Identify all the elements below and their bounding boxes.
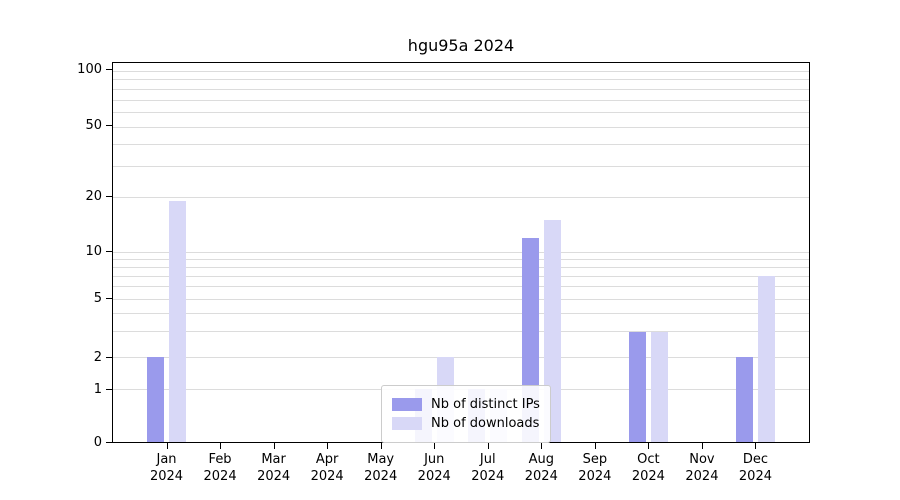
y-tick-mark [106,251,112,253]
bar [650,331,668,442]
gridline [113,143,809,145]
x-tick-mark [380,443,382,449]
x-tick-label: Jan 2024 [135,451,199,485]
x-tick-month: Sep [582,452,608,467]
y-tick-label: 5 [93,290,102,306]
x-tick-mark [327,443,329,449]
gridline [113,286,809,288]
x-tick-label: Dec 2024 [723,451,787,485]
x-tick-year: 2024 [257,469,291,484]
gridline [113,126,809,128]
x-tick-year: 2024 [149,469,184,484]
gridline [113,197,809,199]
x-tick-mark [273,443,275,449]
gridline [113,276,809,278]
gridline [113,331,809,333]
y-tick-label: 2 [93,350,102,366]
x-tick-year: 2024 [685,469,719,484]
x-tick-label: May 2024 [349,451,413,485]
bar [147,357,165,442]
x-tick-month: Jun [424,452,445,467]
y-tick-label: 10 [85,244,102,260]
gridline [113,267,809,269]
gridline [113,99,809,101]
x-tick-month: Dec [742,452,769,467]
x-tick-label: Mar 2024 [242,451,306,485]
gridline [113,357,809,359]
x-tick-year: 2024 [524,469,558,484]
x-tick-month: May [367,452,395,467]
x-tick-label: Sep 2024 [563,451,627,485]
gridline [113,313,809,315]
legend-swatch [392,417,422,430]
x-tick-mark [434,443,436,449]
x-tick-mark [166,443,168,449]
bar [735,357,753,442]
legend-item: Nb of distinct IPs [392,397,540,412]
gridline [113,298,809,300]
x-tick-month: Oct [637,452,660,467]
y-tick-label: 0 [93,435,102,450]
y-tick-label: 100 [77,62,102,77]
x-tick-label: Oct 2024 [616,451,680,485]
bar [757,276,775,442]
gridline [113,70,809,72]
x-tick-month: Jul [479,452,496,467]
gridline [113,112,809,114]
plot-area: Nb of distinct IPs Nb of downloads [112,62,810,443]
legend-swatch [392,398,422,411]
x-tick-month: Apr [315,452,339,467]
x-tick-year: 2024 [631,469,665,484]
x-tick-mark [755,443,757,449]
y-tick-mark [106,357,112,359]
x-tick-month: Mar [261,452,286,467]
x-tick-label: Jul 2024 [456,451,520,485]
x-tick-year: 2024 [471,469,505,484]
gridline [113,88,809,90]
y-tick-mark [106,442,112,443]
x-tick-label: Aug 2024 [509,451,573,485]
bar [628,331,646,442]
chart-title: hgu95a 2024 [407,36,515,55]
x-tick-year: 2024 [203,469,237,484]
x-tick-mark [594,443,596,449]
legend-label: Nb of downloads [431,416,540,431]
x-tick-month: Feb [208,452,232,467]
x-tick-label: Feb 2024 [188,451,252,485]
x-tick-month: Nov [689,452,715,467]
y-tick-mark [106,69,112,70]
gridline [113,79,809,81]
legend: Nb of distinct IPs Nb of downloads [381,385,551,443]
y-tick-mark [106,125,112,126]
x-tick-year: 2024 [578,469,612,484]
y-tick-mark [106,195,112,197]
x-tick-year: 2024 [310,469,344,484]
x-tick-label: Apr 2024 [295,451,359,485]
y-tick-label: 20 [85,188,102,204]
bar [169,201,187,442]
y-tick-label: 50 [85,118,102,133]
legend-item: Nb of downloads [392,416,540,431]
gridline [113,252,809,254]
x-tick-mark [701,443,703,449]
x-tick-mark [220,443,222,449]
gridline [113,259,809,261]
x-tick-month: Jan [156,452,177,467]
x-tick-year: 2024 [364,469,398,484]
y-tick-mark [106,297,112,299]
x-tick-mark [487,443,489,449]
x-tick-label: Jun 2024 [402,451,466,485]
y-tick-label: 1 [93,382,102,398]
x-tick-mark [541,443,543,449]
x-tick-year: 2024 [417,469,451,484]
legend-label: Nb of distinct IPs [431,397,540,412]
y-tick-mark [106,389,112,391]
x-tick-mark [648,443,650,449]
x-tick-label: Nov 2024 [670,451,734,485]
x-tick-month: Aug [528,452,554,467]
gridline [113,165,809,167]
x-tick-year: 2024 [738,469,772,484]
